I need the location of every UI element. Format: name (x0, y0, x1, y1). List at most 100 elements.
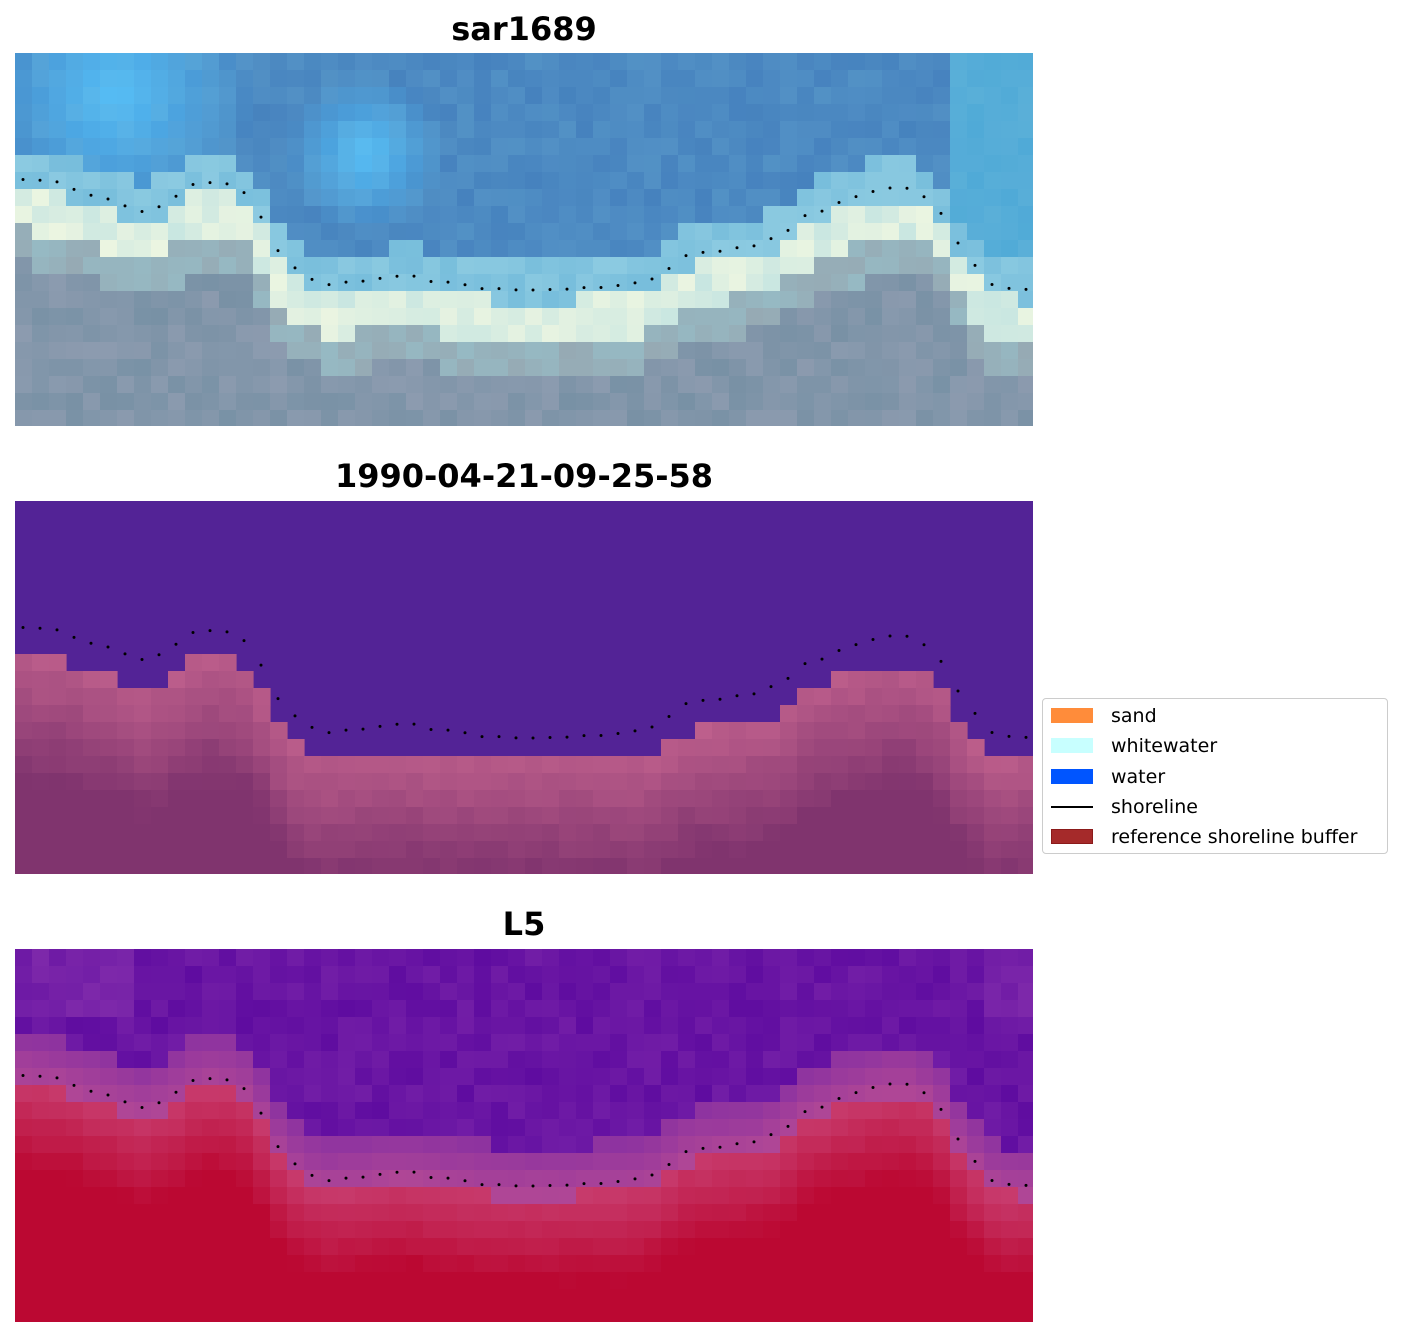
rgb-pixel (984, 410, 1002, 426)
shoreline-point (599, 1182, 603, 1186)
rgb-pixel (712, 70, 730, 88)
rgb-pixel (236, 393, 254, 411)
buffer-pixel (1001, 756, 1019, 774)
buffer-pixel (678, 739, 696, 757)
index-pixel (1001, 1255, 1019, 1273)
rgb-pixel (66, 206, 84, 224)
buffer-pixel (695, 807, 713, 825)
rgb-pixel (967, 308, 985, 326)
buffer-pixel (695, 773, 713, 791)
index-pixel (712, 1204, 730, 1222)
rgb-pixel (287, 138, 305, 156)
index-pixel (151, 1204, 169, 1222)
index-pixel (712, 1272, 730, 1290)
buffer-pixel (950, 790, 968, 808)
shoreline-point (1024, 287, 1028, 291)
rgb-pixel (814, 87, 832, 105)
rgb-pixel (66, 138, 84, 156)
buffer-pixel (780, 705, 798, 723)
index-pixel (627, 1051, 645, 1069)
index-pixel (100, 1034, 118, 1052)
index-pixel (780, 1051, 798, 1069)
shoreline-point (701, 250, 705, 254)
shoreline-point (293, 714, 297, 718)
index-pixel (491, 1102, 509, 1120)
index-pixel (321, 1204, 339, 1222)
index-pixel (1018, 1017, 1033, 1035)
buffer-pixel (168, 858, 186, 874)
rgb-pixel (15, 155, 33, 173)
index-pixel (168, 1289, 186, 1307)
shoreline-point (140, 657, 144, 661)
buffer-pixel (202, 688, 220, 706)
rgb-pixel (593, 257, 611, 275)
index-pixel (576, 1238, 594, 1256)
index-pixel (746, 966, 764, 984)
buffer-pixel (1018, 756, 1033, 774)
buffer-pixel (729, 773, 747, 791)
rgb-pixel (49, 376, 67, 394)
rgb-pixel (525, 172, 543, 190)
index-pixel (797, 1221, 815, 1239)
index-pixel (814, 966, 832, 984)
buffer-pixel (32, 790, 50, 808)
rgb-pixel (746, 172, 764, 190)
index-pixel (593, 1085, 611, 1103)
index-pixel (389, 1289, 407, 1307)
index-pixel (899, 1289, 917, 1307)
rgb-pixel (1018, 393, 1033, 411)
buffer-pixel (712, 807, 730, 825)
rgb-pixel (593, 206, 611, 224)
rgb-pixel (32, 155, 50, 173)
rgb-pixel (780, 291, 798, 309)
index-pixel (406, 1085, 424, 1103)
index-pixel (610, 1085, 628, 1103)
index-pixel (219, 1034, 237, 1052)
index-pixel (848, 1000, 866, 1018)
index-pixel (83, 1204, 101, 1222)
buffer-pixel (644, 858, 662, 874)
index-pixel (100, 1306, 118, 1322)
index-pixel (967, 949, 985, 967)
index-pixel (814, 1000, 832, 1018)
rgb-pixel (933, 325, 951, 343)
index-pixel (270, 1238, 288, 1256)
index-pixel (797, 1051, 815, 1069)
rgb-pixel (576, 138, 594, 156)
index-pixel (882, 1306, 900, 1322)
rgb-pixel (287, 308, 305, 326)
rgb-pixel (117, 240, 135, 258)
buffer-pixel (491, 807, 509, 825)
rgb-pixel (270, 206, 288, 224)
rgb-pixel (831, 189, 849, 207)
index-pixel (389, 1000, 407, 1018)
rgb-pixel (933, 189, 951, 207)
rgb-pixel (508, 223, 526, 241)
rgb-pixel (423, 206, 441, 224)
buffer-pixel (1001, 790, 1019, 808)
rgb-pixel (695, 53, 713, 71)
rgb-pixel (423, 325, 441, 343)
buffer-pixel (661, 807, 679, 825)
index-image-panel (15, 949, 1033, 1322)
index-pixel (338, 1238, 356, 1256)
buffer-pixel (372, 824, 390, 842)
buffer-pixel (83, 824, 101, 842)
index-pixel (100, 1000, 118, 1018)
rgb-pixel (814, 240, 832, 258)
shoreline-line-swatch (1051, 806, 1093, 808)
buffer-pixel (831, 705, 849, 723)
index-pixel (32, 949, 50, 967)
shoreline-point (633, 281, 637, 285)
rgb-pixel (457, 410, 475, 426)
buffer-pixel (457, 773, 475, 791)
rgb-pixel (950, 70, 968, 88)
rgb-pixel (372, 206, 390, 224)
buffer-pixel (797, 739, 815, 757)
rgb-pixel (32, 410, 50, 426)
index-pixel (814, 1085, 832, 1103)
index-pixel (729, 983, 747, 1001)
index-pixel (474, 1204, 492, 1222)
index-pixel (542, 1051, 560, 1069)
rgb-pixel (83, 240, 101, 258)
